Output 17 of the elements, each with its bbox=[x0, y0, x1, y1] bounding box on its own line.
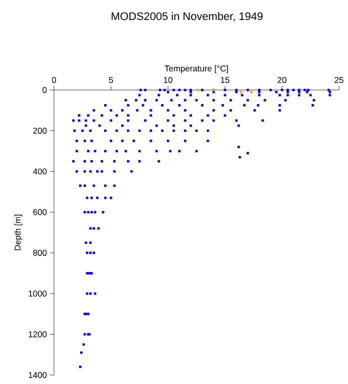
y-tick-label: 600 bbox=[33, 209, 47, 216]
y-axis-title: Depth [m] bbox=[14, 214, 22, 250]
x-axis-title: Temperature [°C] bbox=[164, 65, 228, 74]
x-tick-label: 15 bbox=[220, 77, 230, 83]
chart-title: MODS2005 in November, 1949 bbox=[112, 12, 263, 22]
y-tick-label: 200 bbox=[33, 128, 47, 134]
x-tick-label: 25 bbox=[334, 76, 344, 83]
y-tick-label: 800 bbox=[33, 250, 47, 256]
y-tick-label: 1200 bbox=[28, 331, 47, 338]
y-tick-label: 1000 bbox=[28, 290, 47, 297]
y-tick-label: 0 bbox=[42, 87, 47, 93]
y-tick-label: 400 bbox=[33, 168, 47, 174]
x-tick-label: 5 bbox=[108, 77, 114, 83]
y-tick-label: 1400 bbox=[28, 372, 47, 378]
x-tick-label: 0 bbox=[52, 76, 56, 83]
x-tick-label: 10 bbox=[164, 76, 172, 83]
x-tick-label: 20 bbox=[278, 76, 286, 83]
